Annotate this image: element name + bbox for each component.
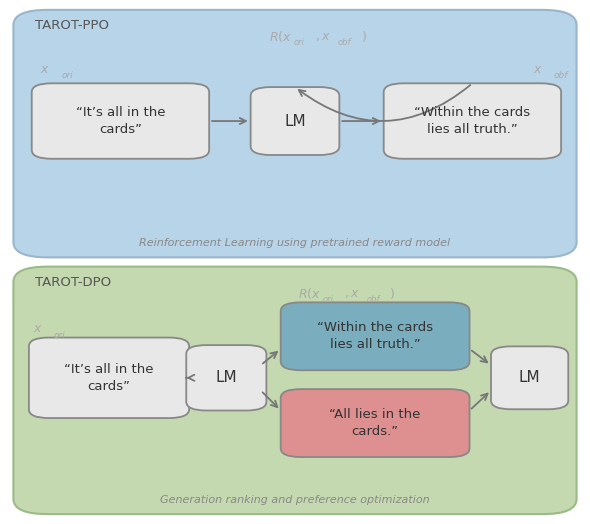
Text: $R(x$: $R(x$ [298, 286, 321, 301]
Text: LM: LM [519, 370, 540, 385]
Text: $x$: $x$ [533, 63, 542, 76]
Text: “Within the cards
lies all truth.”: “Within the cards lies all truth.” [414, 106, 530, 136]
Text: $x$: $x$ [40, 63, 50, 76]
Text: Reinforcement Learning using pretrained reward model: Reinforcement Learning using pretrained … [139, 238, 451, 248]
FancyBboxPatch shape [281, 302, 470, 370]
Text: obf: obf [366, 294, 380, 303]
Text: LM: LM [215, 370, 237, 385]
Text: Generation ranking and preference optimization: Generation ranking and preference optimi… [160, 495, 430, 505]
Text: ori: ori [294, 38, 305, 47]
Text: TAROT-PPO: TAROT-PPO [35, 19, 109, 32]
Text: ori: ori [323, 294, 333, 303]
FancyBboxPatch shape [14, 10, 576, 257]
FancyBboxPatch shape [281, 389, 470, 457]
Text: $)$: $)$ [361, 29, 366, 45]
Text: $,x$: $,x$ [315, 30, 331, 43]
FancyBboxPatch shape [186, 345, 266, 410]
Text: “It’s all in the
cards”: “It’s all in the cards” [64, 363, 154, 393]
FancyBboxPatch shape [384, 83, 561, 159]
Text: “Within the cards
lies all truth.”: “Within the cards lies all truth.” [317, 321, 433, 351]
Text: $,x$: $,x$ [343, 287, 359, 300]
Text: ori: ori [54, 331, 65, 340]
FancyBboxPatch shape [251, 87, 339, 155]
Text: “It’s all in the
cards”: “It’s all in the cards” [76, 106, 165, 136]
FancyBboxPatch shape [491, 346, 568, 409]
Text: $x$: $x$ [33, 322, 42, 335]
Text: TAROT-DPO: TAROT-DPO [35, 276, 111, 289]
FancyBboxPatch shape [29, 337, 189, 418]
Text: LM: LM [284, 114, 306, 128]
Text: ori: ori [61, 71, 73, 80]
Text: obf: obf [338, 38, 352, 47]
Text: obf: obf [553, 71, 568, 80]
FancyBboxPatch shape [14, 267, 576, 514]
Text: $R(x$: $R(x$ [269, 29, 292, 45]
Text: “All lies in the
cards.”: “All lies in the cards.” [329, 408, 421, 438]
FancyBboxPatch shape [32, 83, 209, 159]
Text: $)$: $)$ [389, 286, 395, 301]
